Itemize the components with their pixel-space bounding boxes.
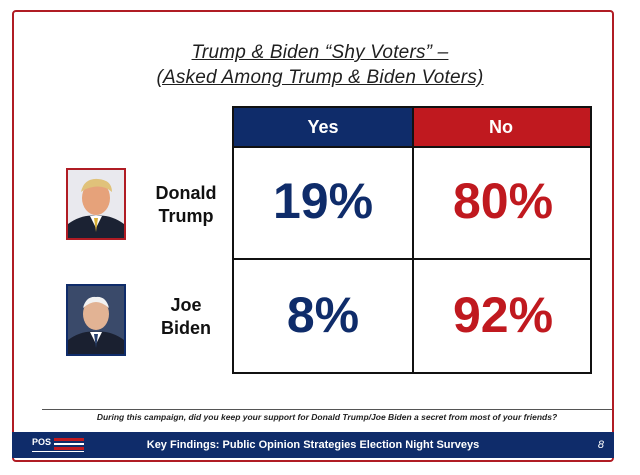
row-label-trump-last: Trump (158, 206, 214, 226)
footer-title: Key Findings: Public Opinion Strategies … (146, 439, 480, 451)
cell-trump-yes: 19% (272, 173, 374, 229)
question-divider (42, 409, 612, 410)
row-label-trump-first: Donald (155, 183, 217, 203)
results-table: Yes No 19% 80% 8% 92% (232, 106, 592, 374)
column-header-yes: Yes (234, 108, 412, 146)
cell-trump-no: 80% (452, 173, 554, 229)
slide-title-line-1: Trump & Biden “Shy Voters” – (191, 42, 449, 63)
column-divider (412, 108, 414, 372)
row-label-biden-first: Joe (170, 295, 202, 315)
slide-title-line-2: (Asked Among Trump & Biden Voters) (156, 67, 484, 88)
survey-question: During this campaign, did you keep your … (96, 412, 558, 422)
page-number: 8 (597, 439, 604, 451)
row-label-trump: Donald Trump (130, 182, 242, 228)
column-header-no: No (412, 108, 590, 146)
pos-logo-text: POS (32, 437, 52, 447)
cell-biden-yes: 8% (286, 287, 360, 343)
cell-biden-no: 92% (452, 287, 554, 343)
row-label-biden-last: Biden (160, 318, 211, 338)
footer-bar: Key Findings: Public Opinion Strategies … (12, 432, 614, 458)
pos-logo: POS (32, 436, 86, 454)
row-label-biden: Joe Biden (130, 294, 242, 340)
biden-photo (66, 284, 126, 356)
trump-photo (66, 168, 126, 240)
